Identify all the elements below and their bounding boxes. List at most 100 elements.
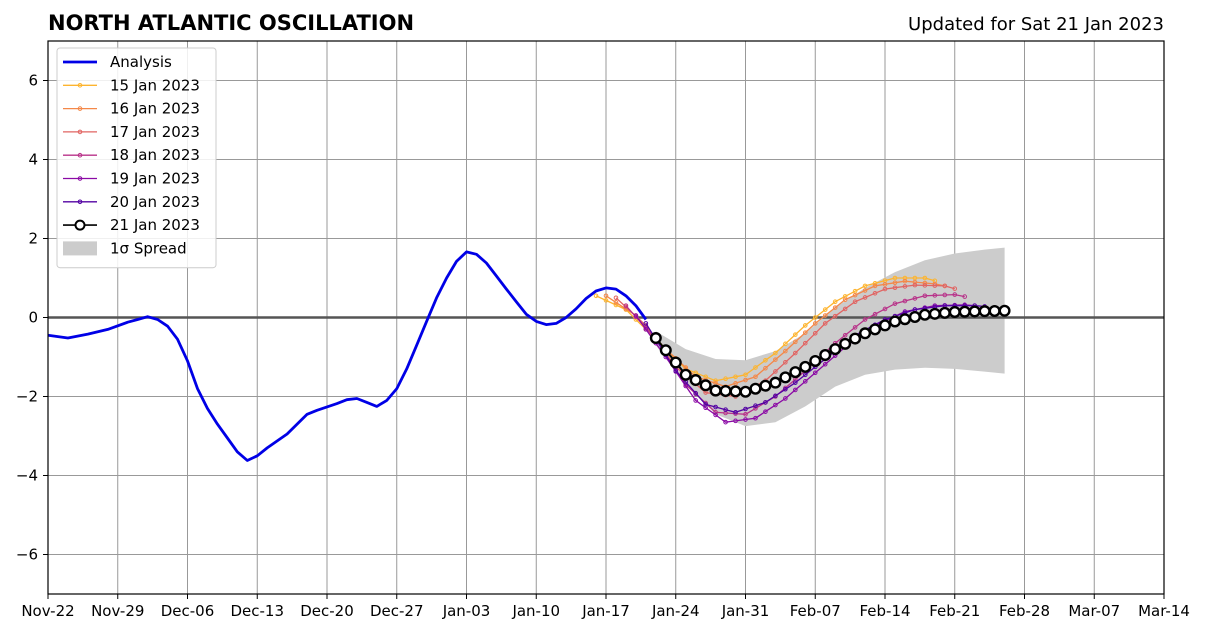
forecast-point	[942, 283, 948, 289]
forecast-point	[872, 280, 878, 286]
legend-marker	[77, 83, 83, 88]
forecast-point	[753, 403, 758, 409]
legend-label: 16 Jan 2023	[110, 100, 200, 118]
forecast-point	[812, 315, 818, 320]
forecast-point	[912, 282, 918, 288]
x-tick-label: Jan-17	[581, 602, 630, 620]
forecast-point	[739, 385, 752, 398]
x-tick-label: Dec-20	[300, 602, 354, 620]
forecast-point	[842, 332, 848, 338]
x-tick-label: Nov-22	[21, 602, 74, 620]
forecast-point	[842, 297, 848, 303]
forecast-point	[859, 327, 872, 340]
forecast-point	[773, 350, 778, 356]
forecast-point	[918, 308, 931, 321]
forecast-point	[812, 321, 818, 326]
legend: Analysis 15 Jan 2023 16 Jan 2023 17 Jan 202…	[56, 47, 217, 269]
forecast-point	[733, 418, 738, 424]
forecast-point	[802, 323, 808, 328]
forecast-point	[733, 410, 738, 415]
forecast-point	[763, 357, 768, 363]
legend-label: 20 Jan 2023	[110, 193, 200, 211]
forecast-point	[633, 313, 639, 318]
forecast-point	[713, 378, 718, 384]
forecast-point	[928, 307, 941, 320]
forecast-point	[679, 368, 692, 381]
legend-marker	[74, 219, 86, 231]
legend-label: 15 Jan 2023	[110, 76, 200, 94]
forecast-point	[753, 365, 758, 370]
forecast-point	[802, 379, 808, 384]
forecast-point	[802, 372, 808, 378]
forecast-point	[862, 288, 868, 293]
forecast-point	[832, 305, 838, 310]
forecast-point	[773, 393, 778, 399]
y-tick-label: 6	[28, 72, 38, 90]
forecast-point	[902, 278, 908, 284]
forecast-point	[743, 406, 748, 412]
forecast-point	[822, 361, 828, 367]
forecast-point	[719, 384, 732, 397]
forecast-point	[819, 349, 832, 362]
forecast-point	[793, 350, 798, 356]
forecast-point	[743, 411, 748, 417]
forecast-point	[693, 398, 698, 403]
legend-label: 18 Jan 2023	[110, 146, 200, 164]
forecast-point	[902, 284, 908, 289]
forecast-point	[743, 372, 748, 378]
forecast-point	[888, 315, 901, 328]
forecast-point	[723, 407, 728, 412]
forecast-point	[829, 343, 842, 356]
forecast-point	[659, 344, 672, 357]
forecast-point	[892, 280, 898, 286]
y-tick-label: −2	[16, 388, 38, 406]
y-tick-label: −6	[16, 546, 38, 564]
forecast-point	[822, 307, 828, 312]
forecast-point	[643, 321, 649, 326]
x-tick-label: Mar-14	[1138, 602, 1190, 620]
forecast-point	[603, 293, 609, 299]
forecast-point	[862, 317, 868, 322]
forecast-point	[783, 348, 788, 354]
forecast-point	[898, 313, 911, 326]
forecast-point	[793, 387, 798, 393]
forecast-point	[802, 340, 808, 346]
forecast-point	[942, 292, 948, 298]
forecast-point	[699, 379, 712, 392]
forecast-point	[882, 306, 888, 312]
x-tick-label: Jan-03	[442, 602, 491, 620]
forecast-point	[932, 293, 938, 298]
forecast-point	[783, 396, 788, 401]
legend-marker	[77, 106, 83, 111]
forecast-point	[852, 325, 858, 330]
forecast-point	[882, 286, 888, 292]
forecast-point	[773, 357, 778, 362]
forecast-point	[669, 356, 682, 369]
forecast-point	[869, 323, 882, 336]
legend-marker	[77, 152, 83, 158]
forecast-point	[912, 296, 918, 301]
forecast-point	[743, 377, 748, 383]
forecast-point	[643, 327, 649, 332]
forecast-point	[649, 332, 662, 345]
forecast-point	[872, 311, 878, 317]
forecast-point	[812, 331, 818, 336]
forecast-point	[809, 354, 822, 367]
forecast-point	[892, 285, 898, 291]
forecast-point	[872, 290, 878, 296]
forecast-point	[793, 332, 798, 337]
forecast-point	[753, 415, 758, 421]
forecast-point	[988, 304, 1001, 317]
chart-subtitle: Updated for Sat 21 Jan 2023	[908, 14, 1164, 35]
y-tick-label: 2	[28, 230, 38, 248]
forecast-point	[613, 300, 619, 305]
series	[47, 250, 1011, 462]
forecast-point	[932, 283, 938, 288]
forecast-point	[879, 319, 892, 332]
forecast-point	[623, 303, 629, 308]
x-tick-label: Dec-06	[161, 602, 215, 620]
forecast-point	[729, 385, 742, 398]
analysis-series	[47, 250, 648, 462]
forecast-point	[793, 380, 798, 385]
